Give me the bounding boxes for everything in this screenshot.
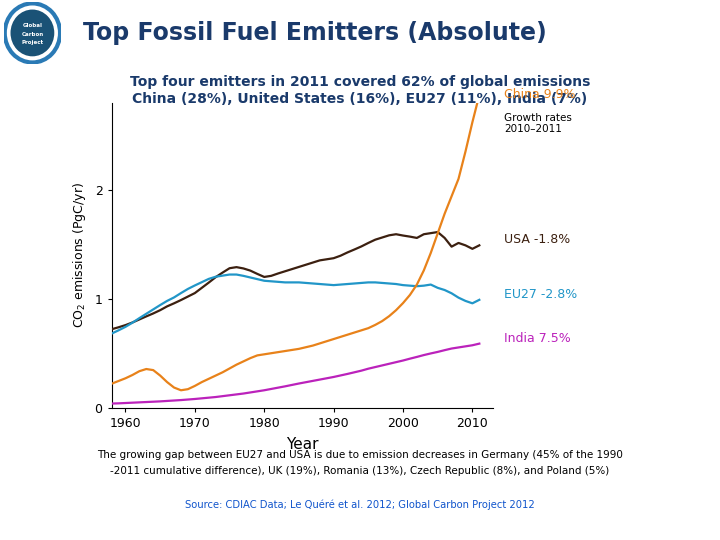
X-axis label: Year: Year xyxy=(286,437,319,451)
Y-axis label: CO$_2$ emissions (PgC/yr): CO$_2$ emissions (PgC/yr) xyxy=(71,182,88,328)
Circle shape xyxy=(5,3,60,63)
Text: China 9.9%: China 9.9% xyxy=(504,89,575,102)
Text: Source: CDIAC Data; Le Quéré et al. 2012; Global Carbon Project 2012: Source: CDIAC Data; Le Quéré et al. 2012… xyxy=(185,500,535,510)
Text: The growing gap between EU27 and USA is due to emission decreases in Germany (45: The growing gap between EU27 and USA is … xyxy=(97,450,623,460)
Text: Top Fossil Fuel Emitters (Absolute): Top Fossil Fuel Emitters (Absolute) xyxy=(83,21,546,45)
Text: EU27 -2.8%: EU27 -2.8% xyxy=(504,288,577,301)
Text: Project: Project xyxy=(22,40,43,45)
Text: Top four emitters in 2011 covered 62% of global emissions: Top four emitters in 2011 covered 62% of… xyxy=(130,75,590,89)
Text: -2011 cumulative difference), UK (19%), Romania (13%), Czech Republic (8%), and : -2011 cumulative difference), UK (19%), … xyxy=(110,466,610,476)
Circle shape xyxy=(11,10,54,56)
Text: 2010–2011: 2010–2011 xyxy=(504,124,562,134)
Text: China (28%), United States (16%), EU27 (11%), India (7%): China (28%), United States (16%), EU27 (… xyxy=(132,92,588,106)
Text: Growth rates: Growth rates xyxy=(504,113,572,124)
Text: USA -1.8%: USA -1.8% xyxy=(504,233,570,246)
Text: Carbon: Carbon xyxy=(22,32,43,37)
Text: Global: Global xyxy=(22,23,42,28)
Text: India 7.5%: India 7.5% xyxy=(504,332,571,345)
